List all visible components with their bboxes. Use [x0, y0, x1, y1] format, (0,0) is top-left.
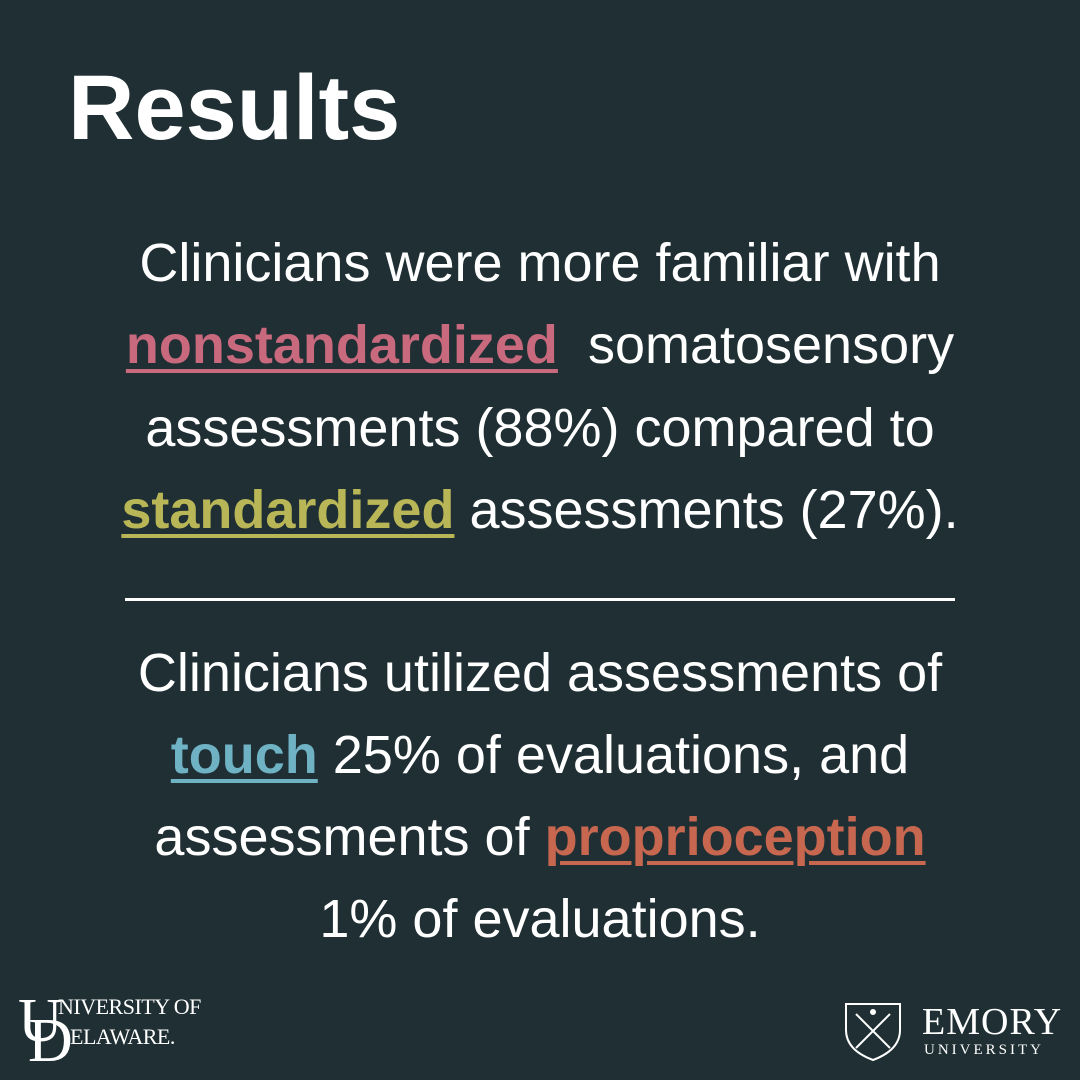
text: Clinicians were more familiar with: [139, 233, 941, 293]
logo-text: ELAWARE.: [70, 1024, 175, 1049]
text-line: assessments (88%) compared to: [0, 401, 1080, 455]
title: Results: [68, 57, 401, 159]
text: somatosensory: [587, 315, 955, 375]
logo-text: NIVERSITY OF: [58, 994, 201, 1019]
emory-logo: EMORY UNIVERSITY: [840, 1000, 1070, 1065]
text-line: 1% of evaluations.: [0, 892, 1080, 946]
emory-shield: [845, 1003, 901, 1062]
highlight: nonstandardized: [125, 315, 558, 375]
highlight: standardized: [121, 480, 455, 540]
logo-text: UNIVERSITY: [924, 1042, 1044, 1058]
text-line: Clinicians utilized assessments of: [0, 646, 1080, 700]
logo-initial: D: [28, 1007, 73, 1075]
text: assessments (27%).: [469, 480, 959, 540]
text-line: touch 25% of evaluations, and: [0, 728, 1080, 782]
text-line: nonstandardized somatosensory: [0, 318, 1080, 372]
highlight: touch: [170, 725, 318, 785]
logo-initial: U: [18, 987, 63, 1055]
divider: [125, 598, 955, 601]
text-line: Clinicians were more familiar with: [0, 236, 1080, 290]
logo-text: EMORY: [922, 1001, 1063, 1043]
text-line: assessments of proprioception: [0, 810, 1080, 864]
text-line: standardized assessments (27%).: [0, 483, 1080, 537]
text: assessments of: [154, 807, 530, 867]
text: 25% of evaluations, and: [332, 725, 910, 785]
highlight: proprioception: [544, 807, 926, 867]
text: 1% of evaluations.: [319, 889, 761, 949]
delaware-logo: U NIVERSITY OF D ELAWARE.: [18, 987, 208, 1075]
text: Clinicians utilized assessments of: [137, 643, 943, 703]
text: assessments (88%) compared to: [145, 398, 935, 458]
